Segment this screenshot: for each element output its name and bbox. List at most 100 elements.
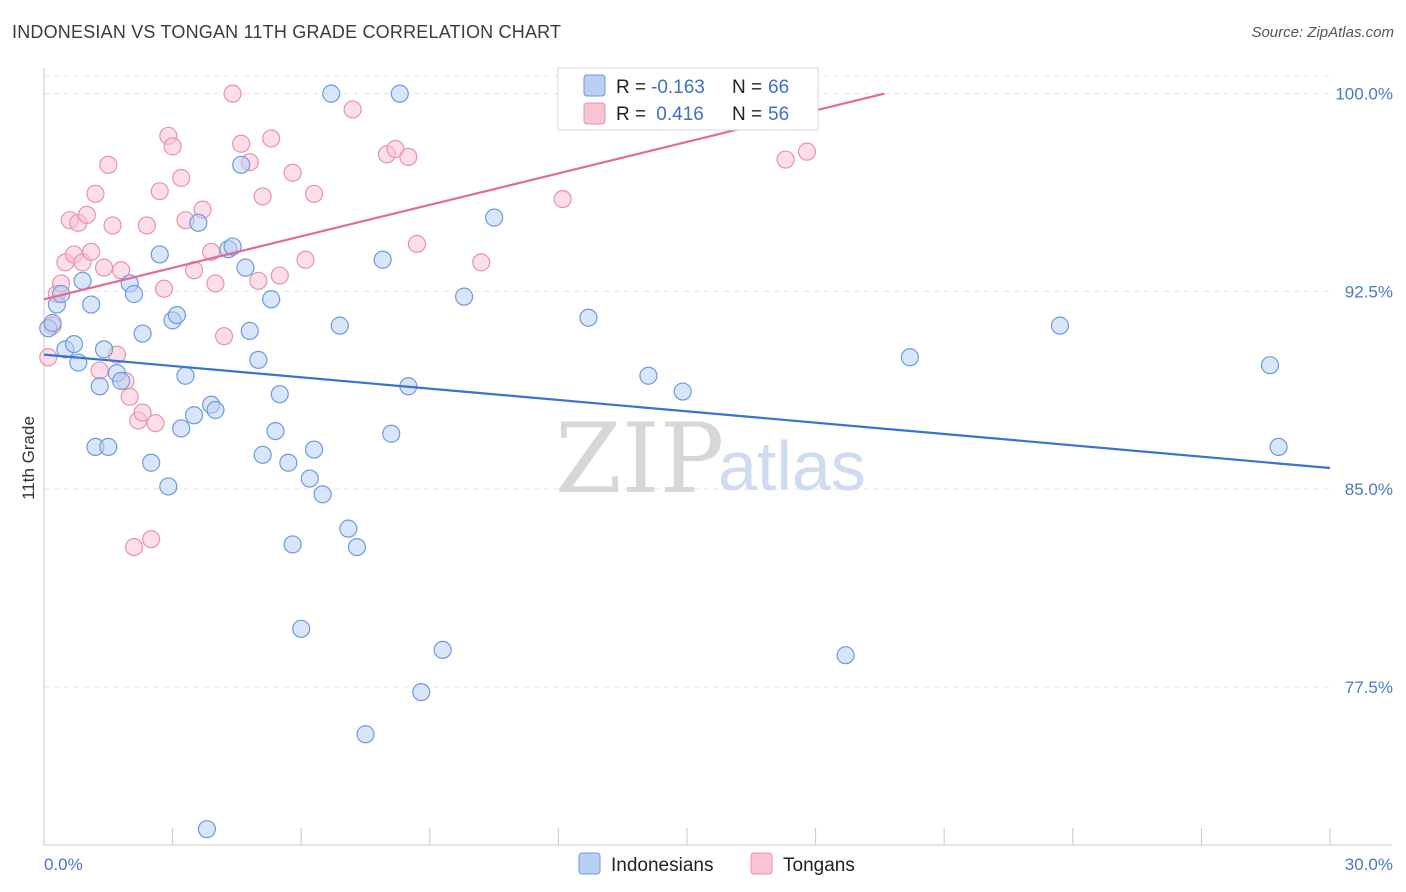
point-tongans-10 xyxy=(82,242,101,261)
point-indonesians-45 xyxy=(313,485,332,504)
point-indonesians-27 xyxy=(197,820,216,839)
legend-n-label-indonesians: N = xyxy=(732,77,762,98)
point-tongans-40 xyxy=(249,271,268,290)
point-indonesians-61 xyxy=(673,382,692,401)
point-indonesians-52 xyxy=(382,424,401,443)
point-indonesians-19 xyxy=(150,245,169,264)
point-tongans-22 xyxy=(133,403,152,422)
point-indonesians-62 xyxy=(836,646,855,665)
legend: R = -0.163 N = 66 R = 0.416 N = 56 xyxy=(557,67,819,131)
legend-r-value-tongans: 0.416 xyxy=(651,104,704,125)
point-tongans-50 xyxy=(399,147,418,167)
legend-swatch-indonesians xyxy=(583,74,606,97)
point-indonesians-20 xyxy=(159,477,178,496)
point-indonesians-47 xyxy=(330,316,349,335)
axes xyxy=(43,68,1392,846)
point-indonesians-23 xyxy=(172,419,191,438)
point-indonesians-51 xyxy=(373,250,392,269)
point-indonesians-38 xyxy=(266,421,285,441)
point-tongans-45 xyxy=(296,250,315,269)
watermark-zip: ZIP xyxy=(555,403,724,515)
point-indonesians-49 xyxy=(347,537,367,557)
y-tick-label-0: 77.5% xyxy=(1345,678,1393,697)
point-tongans-17 xyxy=(112,261,131,280)
point-indonesians-65 xyxy=(1260,356,1280,375)
point-tongans-55 xyxy=(797,142,817,161)
legend-swatch-tongans xyxy=(583,102,606,125)
point-indonesians-43 xyxy=(300,469,319,488)
point-indonesians-22 xyxy=(167,305,186,325)
point-indonesians-26 xyxy=(189,213,208,232)
point-tongans-51 xyxy=(407,234,427,254)
bottom-legend-indonesians: Indonesians xyxy=(611,855,713,876)
point-tongans-42 xyxy=(262,129,281,148)
point-tongans-47 xyxy=(343,100,362,119)
y-tick-label-1: 85.0% xyxy=(1345,480,1393,499)
point-indonesians-8 xyxy=(82,295,101,314)
trend-line-indonesians xyxy=(43,353,1331,470)
point-tongans-46 xyxy=(304,184,324,203)
x-tick-label-1: 30.0% xyxy=(1345,855,1393,874)
point-tongans-15 xyxy=(103,216,122,235)
point-tongans-24 xyxy=(142,530,161,549)
legend-n-value-indonesians: 66 xyxy=(768,77,789,98)
legend-n-value-tongans: 56 xyxy=(768,104,789,125)
point-indonesians-25 xyxy=(184,406,204,425)
point-tongans-0 xyxy=(39,348,58,367)
x-tick-labels: 0.0% 30.0% xyxy=(44,855,1393,874)
point-indonesians-5 xyxy=(64,334,84,354)
point-indonesians-59 xyxy=(579,308,598,327)
point-indonesians-56 xyxy=(433,640,452,660)
point-indonesians-16 xyxy=(124,284,144,304)
point-indonesians-32 xyxy=(232,155,251,174)
point-indonesians-63 xyxy=(900,348,920,367)
point-indonesians-66 xyxy=(1269,437,1288,457)
point-indonesians-57 xyxy=(454,287,474,306)
point-tongans-12 xyxy=(90,361,109,380)
point-tongans-19 xyxy=(120,387,139,406)
point-tongans-25 xyxy=(146,414,165,433)
point-indonesians-58 xyxy=(485,208,504,227)
point-indonesians-33 xyxy=(236,258,255,277)
point-tongans-37 xyxy=(223,84,242,103)
point-tongans-41 xyxy=(253,187,272,206)
point-indonesians-39 xyxy=(270,385,289,404)
watermark: ZIP atlas xyxy=(555,403,866,515)
point-tongans-36 xyxy=(214,327,234,346)
point-tongans-53 xyxy=(553,189,572,209)
point-indonesians-53 xyxy=(390,84,409,103)
legend-r-label-indonesians: R = xyxy=(616,77,646,98)
point-tongans-20 xyxy=(124,537,144,557)
point-tongans-35 xyxy=(206,274,225,293)
point-tongans-44 xyxy=(283,163,302,182)
bottom-legend-swatch-indonesians xyxy=(578,852,601,875)
point-indonesians-35 xyxy=(249,350,268,370)
y-tick-label-2: 92.5% xyxy=(1345,282,1393,301)
point-indonesians-24 xyxy=(176,366,195,385)
bottom-legend: Indonesians Tongans xyxy=(578,852,855,876)
point-tongans-13 xyxy=(94,258,114,277)
point-tongans-43 xyxy=(270,266,289,285)
legend-n-label-tongans: N = xyxy=(732,104,762,125)
chart-source: Source: ZipAtlas.com xyxy=(1251,24,1394,41)
x-tick-label-0: 0.0% xyxy=(44,855,83,874)
point-indonesians-7 xyxy=(73,271,92,290)
point-tongans-38 xyxy=(232,134,251,153)
legend-r-value-indonesians: -0.163 xyxy=(651,77,705,98)
point-indonesians-1 xyxy=(43,313,62,333)
point-indonesians-12 xyxy=(99,437,118,457)
point-indonesians-18 xyxy=(142,453,161,472)
point-tongans-30 xyxy=(172,168,191,188)
y-tick-label-3: 100.0% xyxy=(1335,85,1393,104)
point-indonesians-17 xyxy=(133,324,152,343)
point-indonesians-46 xyxy=(322,84,341,103)
bottom-legend-swatch-tongans xyxy=(750,852,773,875)
point-indonesians-36 xyxy=(253,445,272,464)
point-tongans-27 xyxy=(154,279,174,298)
legend-r-label-tongans: R = xyxy=(616,104,646,125)
point-indonesians-55 xyxy=(412,682,431,702)
point-indonesians-34 xyxy=(240,321,259,341)
y-axis-label: 11th Grade xyxy=(19,416,38,500)
point-indonesians-14 xyxy=(112,371,131,391)
